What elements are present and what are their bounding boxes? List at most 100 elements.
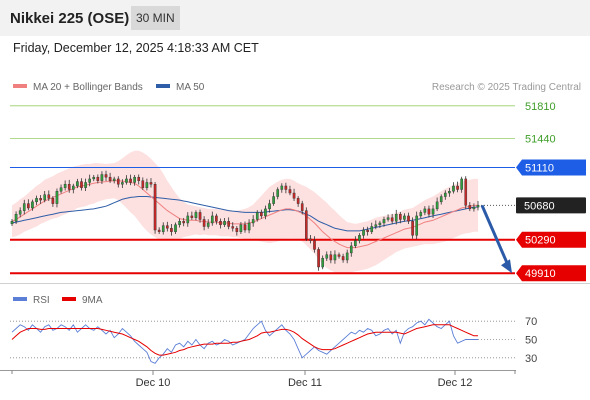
candle-body <box>22 203 26 211</box>
candle-body <box>354 240 357 247</box>
rsi-line <box>11 318 478 364</box>
candle-body <box>337 254 341 257</box>
support-level-badge <box>516 265 586 282</box>
candle-body <box>231 226 235 229</box>
target-level-label: 51440 <box>525 133 556 145</box>
candle-body <box>415 215 418 236</box>
candle-body <box>366 229 369 232</box>
candle-body <box>104 174 108 178</box>
candle-body <box>443 192 447 197</box>
candle-body <box>239 224 243 232</box>
candle-body <box>456 185 459 190</box>
candle-body <box>321 258 324 268</box>
candle-body <box>439 196 443 203</box>
candle-body <box>403 215 406 220</box>
candle-body <box>194 212 198 218</box>
candles-group <box>10 170 480 271</box>
candle-body <box>468 205 472 210</box>
candle-body <box>472 206 476 210</box>
candle-body <box>178 221 181 225</box>
legend-label: MA 20 + Bollinger Bands <box>33 82 143 93</box>
candle-body <box>206 222 210 227</box>
candle-body <box>227 221 230 227</box>
candle-body <box>157 229 161 232</box>
candle-body <box>374 224 378 227</box>
support-level-badge <box>516 231 586 248</box>
candle-body <box>407 215 410 222</box>
candle-body <box>186 215 190 224</box>
candle-body <box>153 184 157 231</box>
candle-body <box>210 215 214 224</box>
candle-body <box>276 189 280 197</box>
candle-body <box>166 225 169 229</box>
candle-body <box>431 208 435 215</box>
candle-body <box>411 221 414 236</box>
candle-body <box>31 201 34 209</box>
candle-body <box>202 219 206 227</box>
resistance-level-label: 51110 <box>525 162 554 174</box>
candle-body <box>358 235 361 241</box>
timeframe-badge[interactable]: 30 MIN <box>131 6 180 30</box>
rsi-tick-label: 30 <box>525 353 537 365</box>
candle-body <box>399 213 402 220</box>
candle-body <box>386 217 390 220</box>
candle-body <box>112 178 116 181</box>
candle-body <box>108 176 112 181</box>
legend-label: RSI <box>33 295 50 306</box>
candle-body <box>264 208 267 217</box>
candle-body <box>51 198 55 204</box>
candle-body <box>435 201 439 210</box>
candle-body <box>10 221 14 225</box>
candle-body <box>260 212 263 217</box>
candle-body <box>215 215 218 222</box>
candle-body <box>333 254 337 261</box>
candle-body <box>292 192 296 199</box>
candle-body <box>300 203 304 211</box>
candle-body <box>35 198 38 203</box>
candle-body <box>125 178 128 183</box>
candle-body <box>243 224 247 231</box>
header-bar: Nikkei 225 (OSE) 30 MIN <box>0 0 590 36</box>
candle-body <box>362 229 365 236</box>
candle-body <box>313 240 316 250</box>
credit-text: Research © 2025 Trading Central <box>432 82 581 93</box>
forecast-arrow-shaft <box>480 204 510 266</box>
candle-body <box>235 228 239 232</box>
candle-body <box>345 252 349 261</box>
legend-label: 9MA <box>82 295 103 306</box>
candle-body <box>272 196 275 204</box>
candle-body <box>55 191 59 204</box>
x-tick-label: Dec 12 <box>438 377 473 389</box>
candle-body <box>100 174 104 181</box>
candle-body <box>39 198 42 201</box>
candle-body <box>251 219 255 224</box>
legend-swatch <box>13 297 27 301</box>
last-price-label: 50680 <box>524 200 555 212</box>
candle-body <box>27 203 30 209</box>
candle-body <box>161 225 165 232</box>
rsi-legend: RSI 9MA <box>13 295 103 306</box>
chart-datetime: Friday, December 12, 2025 4:18:33 AM CET <box>13 41 259 55</box>
support-level-label: 50290 <box>525 235 556 247</box>
candle-body <box>170 228 173 232</box>
resistance-level-badge <box>516 159 586 176</box>
candle-body <box>96 176 100 181</box>
candle-body <box>43 194 47 201</box>
candle-body <box>427 208 431 215</box>
candle-body <box>464 178 468 206</box>
forecast-arrow-head <box>501 259 512 274</box>
candle-body <box>288 189 292 194</box>
candle-body <box>280 185 284 190</box>
candle-body <box>305 210 308 240</box>
candle-body <box>460 178 463 190</box>
main-legend: MA 20 + Bollinger Bands MA 50 <box>13 82 205 93</box>
candle-body <box>63 184 67 188</box>
candle-body <box>149 182 153 185</box>
candle-body <box>18 210 22 215</box>
candle-body <box>382 219 386 224</box>
legend-label: MA 50 <box>176 82 205 93</box>
candle-body <box>268 203 271 210</box>
rsi-tick-label: 50 <box>525 335 537 347</box>
